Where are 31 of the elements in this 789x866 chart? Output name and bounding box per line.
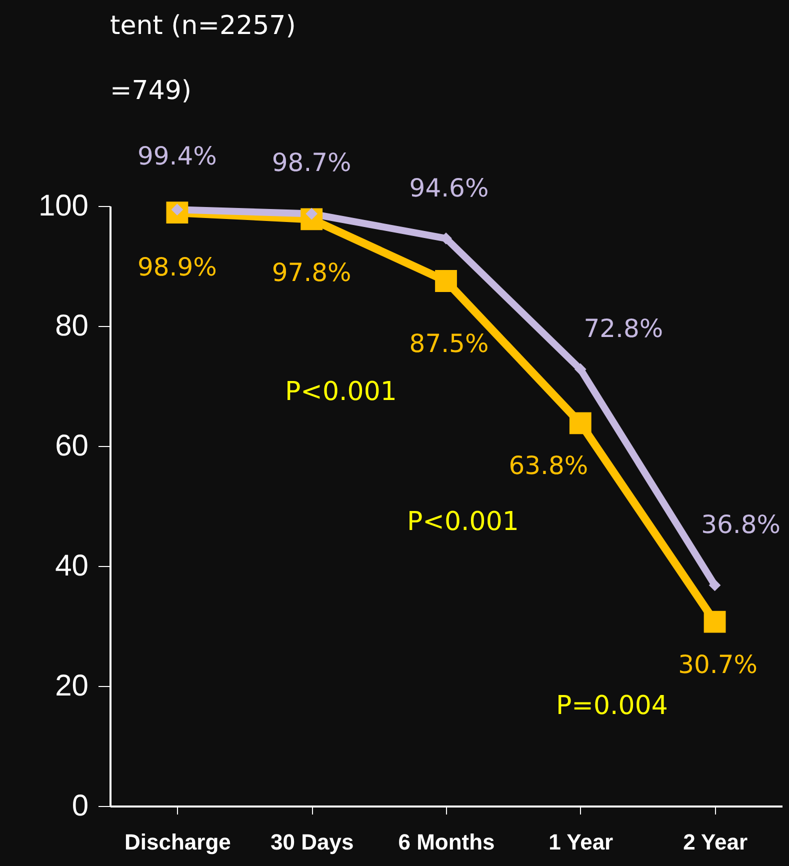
data-label: 87.5%	[409, 329, 489, 358]
y-tick-label: 40	[55, 550, 88, 582]
x-tick-label: 30 Days	[270, 830, 354, 854]
data-label: 99.4%	[137, 142, 217, 171]
x-tick-label: 6 Months	[398, 830, 495, 854]
point	[435, 270, 457, 292]
data-label: 97.8%	[272, 258, 352, 288]
x-tick-label: 1 Year	[548, 830, 614, 854]
data-label: 72.8%	[584, 314, 664, 344]
y-tick-label: 80	[55, 310, 88, 342]
data-label: 30.7%	[678, 650, 758, 679]
x-tick-label: 2 Year	[683, 830, 748, 854]
x-tick-label: Discharge	[124, 830, 231, 854]
data-label: 98.9%	[137, 252, 217, 282]
y-tick-label: 100	[38, 190, 88, 222]
data-label: 36.8%	[701, 510, 781, 540]
text: tent (n=2257)	[110, 11, 296, 41]
point	[708, 579, 721, 592]
data-label: 63.8%	[508, 451, 588, 480]
data-label: 98.7%	[272, 148, 352, 177]
y-tick-label: 0	[72, 790, 88, 822]
y-tick-label: 20	[55, 670, 88, 702]
annotation: P<0.001	[285, 377, 397, 407]
data-label: 94.6%	[409, 173, 489, 202]
text: =749)	[110, 76, 192, 106]
annotation: P<0.001	[407, 507, 519, 537]
point	[704, 610, 726, 633]
point	[569, 412, 592, 434]
y-tick-label: 60	[55, 430, 88, 462]
annotation: P=0.004	[556, 691, 668, 721]
point	[574, 363, 586, 376]
